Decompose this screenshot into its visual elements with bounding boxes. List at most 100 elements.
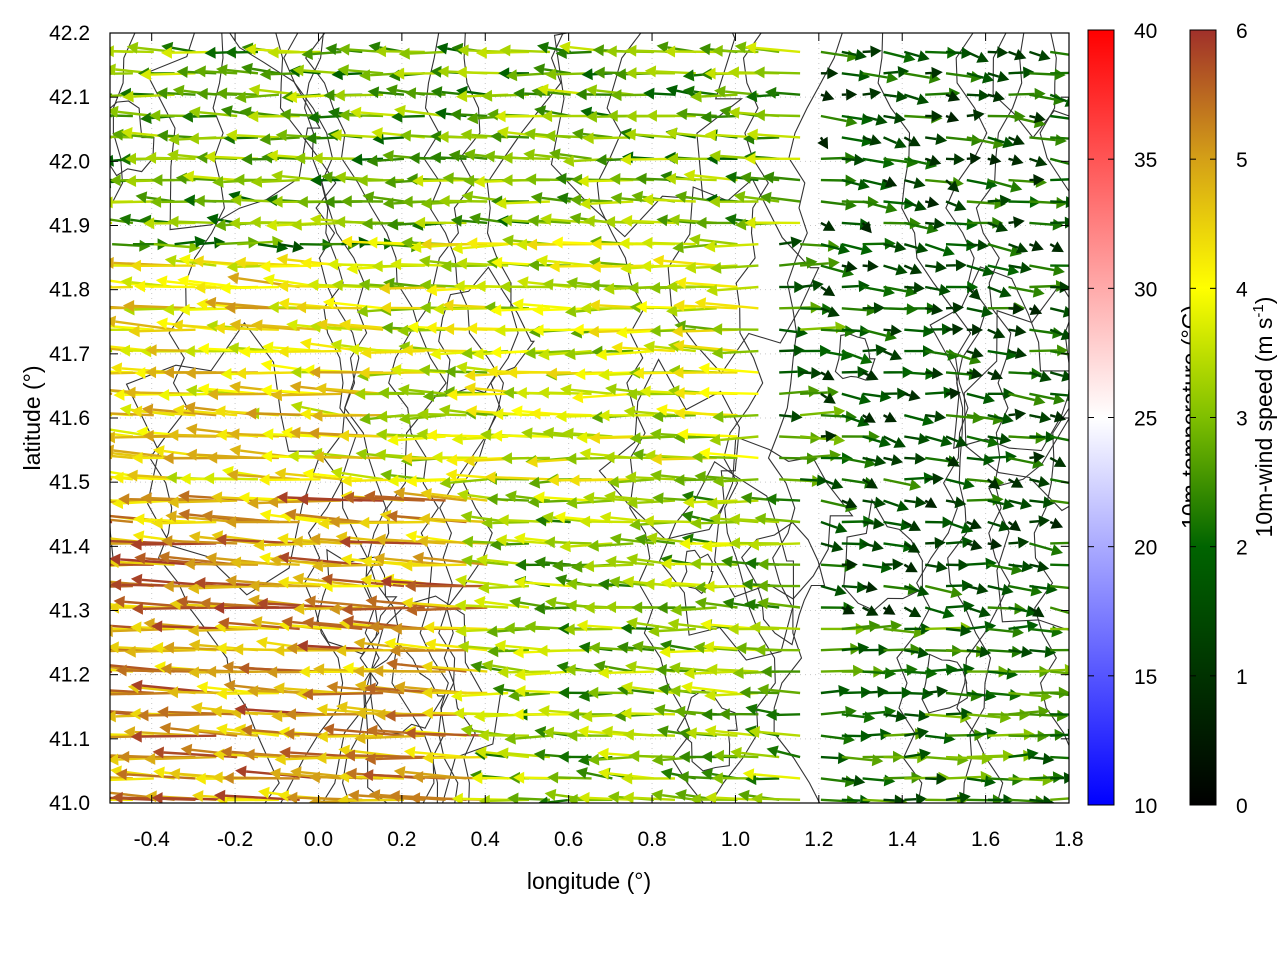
wind-arrow-head <box>607 791 620 803</box>
wind-arrow-shaft <box>966 691 986 697</box>
wind-arrow <box>862 454 887 467</box>
wind-arrow-head <box>745 703 758 716</box>
wind-arrow-shaft <box>820 93 825 97</box>
wind-arrow-shaft <box>538 499 571 504</box>
wind-arrow <box>712 410 759 423</box>
wind-arrow-head <box>702 641 715 653</box>
wind-arrow <box>499 280 550 293</box>
wind-arrow-head <box>1077 498 1089 510</box>
wind-arrow <box>779 281 806 293</box>
wind-arrow-shaft <box>841 542 860 546</box>
wind-arrow-head <box>845 497 858 509</box>
wind-arrow-head <box>55 510 67 522</box>
wind-arrow-head <box>184 367 196 380</box>
wind-arrow-head <box>568 474 580 487</box>
wind-arrow <box>219 282 279 295</box>
wind-arrow-head <box>438 195 450 207</box>
wind-arrow-shaft <box>1008 285 1035 293</box>
wind-arrow-head <box>393 766 406 778</box>
wind-arrow <box>1050 670 1069 675</box>
wind-arrow-head <box>670 604 682 616</box>
wind-arrow-head <box>110 176 112 189</box>
wind-arrow-head <box>353 637 366 650</box>
wind-arrow <box>966 392 995 405</box>
wind-arrow <box>1049 349 1069 356</box>
wind-arrow-head <box>356 305 368 318</box>
wind-arrow-head <box>595 348 607 361</box>
wind-arrow <box>841 349 873 365</box>
wind-arrow-head <box>165 510 177 523</box>
wind-arrow-head <box>587 325 600 338</box>
wind-arrow-head <box>354 707 366 720</box>
wind-arrow-head <box>701 768 713 780</box>
wind-arrow-head <box>168 768 181 780</box>
wind-arrow-head <box>671 325 683 338</box>
wind-arrow-head <box>978 606 991 618</box>
wind-arrow-head <box>1019 708 1031 721</box>
wind-arrow-head <box>566 793 578 803</box>
wind-arrow-shaft <box>515 495 551 502</box>
wind-arrow-head <box>26 516 37 528</box>
wind-arrow-shaft <box>882 414 888 419</box>
wind-arrow-head <box>995 221 1008 233</box>
wind-arrow <box>862 540 884 552</box>
wind-arrow-head <box>340 195 352 208</box>
wind-arrow-shaft <box>1007 521 1013 526</box>
wind-arrow-shaft <box>903 243 918 250</box>
wind-arrow <box>841 515 875 528</box>
wind-arrow <box>536 254 592 267</box>
wind-arrow <box>862 496 886 509</box>
wind-arrow-shaft <box>1008 264 1022 269</box>
wind-arrow-head <box>215 687 227 700</box>
wind-arrow-head <box>222 772 234 784</box>
wind-arrow <box>966 518 982 530</box>
wind-arrow-head <box>188 639 201 652</box>
wind-arrow-head <box>1042 496 1055 509</box>
wind-arrow-head <box>972 323 984 336</box>
wind-arrow-shaft <box>224 327 279 331</box>
wind-arrow-head <box>286 791 298 803</box>
wind-arrow-head <box>247 685 259 698</box>
wind-arrow-shaft <box>1049 371 1064 378</box>
wind-arrow-head <box>711 772 723 785</box>
wind-arrow <box>760 191 801 204</box>
wind-arrow-shaft <box>1050 691 1069 697</box>
contour-line <box>110 100 155 177</box>
wind-arrow <box>611 341 676 354</box>
wind-arrow-shaft <box>820 200 847 206</box>
wind-arrow-shaft <box>1028 307 1033 311</box>
wind-arrow <box>1029 392 1066 405</box>
wind-arrow <box>438 195 488 207</box>
wind-arrow-head <box>334 171 346 184</box>
wind-arrow-shaft <box>987 670 1008 675</box>
wind-arrow-head <box>523 148 535 161</box>
wind-arrow <box>883 387 909 400</box>
wind-arrow-head <box>604 216 616 228</box>
wind-arrow-head <box>1039 370 1052 383</box>
wind-arrow-head <box>162 452 174 465</box>
wind-arrow-head <box>931 367 944 380</box>
wind-arrow-shaft <box>966 777 986 783</box>
wind-arrow-head <box>153 766 165 779</box>
wind-arrow-head <box>185 384 198 397</box>
wind-arrow <box>144 752 217 765</box>
wind-arrow <box>110 584 133 588</box>
wind-arrow-shaft <box>110 499 113 502</box>
wind-arrow-head <box>352 665 364 678</box>
wind-arrow-head <box>445 469 457 481</box>
wind-arrow-head <box>130 573 143 586</box>
wind-arrow-head <box>712 475 724 488</box>
wind-arrow-shaft <box>945 541 963 545</box>
wind-arrow-head <box>248 594 260 607</box>
wind-arrow-head <box>472 348 484 360</box>
wind-arrow-head <box>490 346 502 359</box>
wind-arrow-head <box>917 727 929 740</box>
wind-arrow-head <box>258 786 270 799</box>
wind-arrow-head <box>110 431 115 444</box>
wind-arrow-head <box>439 476 451 489</box>
wind-arrow-shaft <box>841 755 873 762</box>
wind-arrow <box>387 434 446 446</box>
wind-arrow-head <box>512 646 524 659</box>
wind-arrow-shaft <box>315 600 384 609</box>
wind-arrow-shaft <box>257 243 278 249</box>
